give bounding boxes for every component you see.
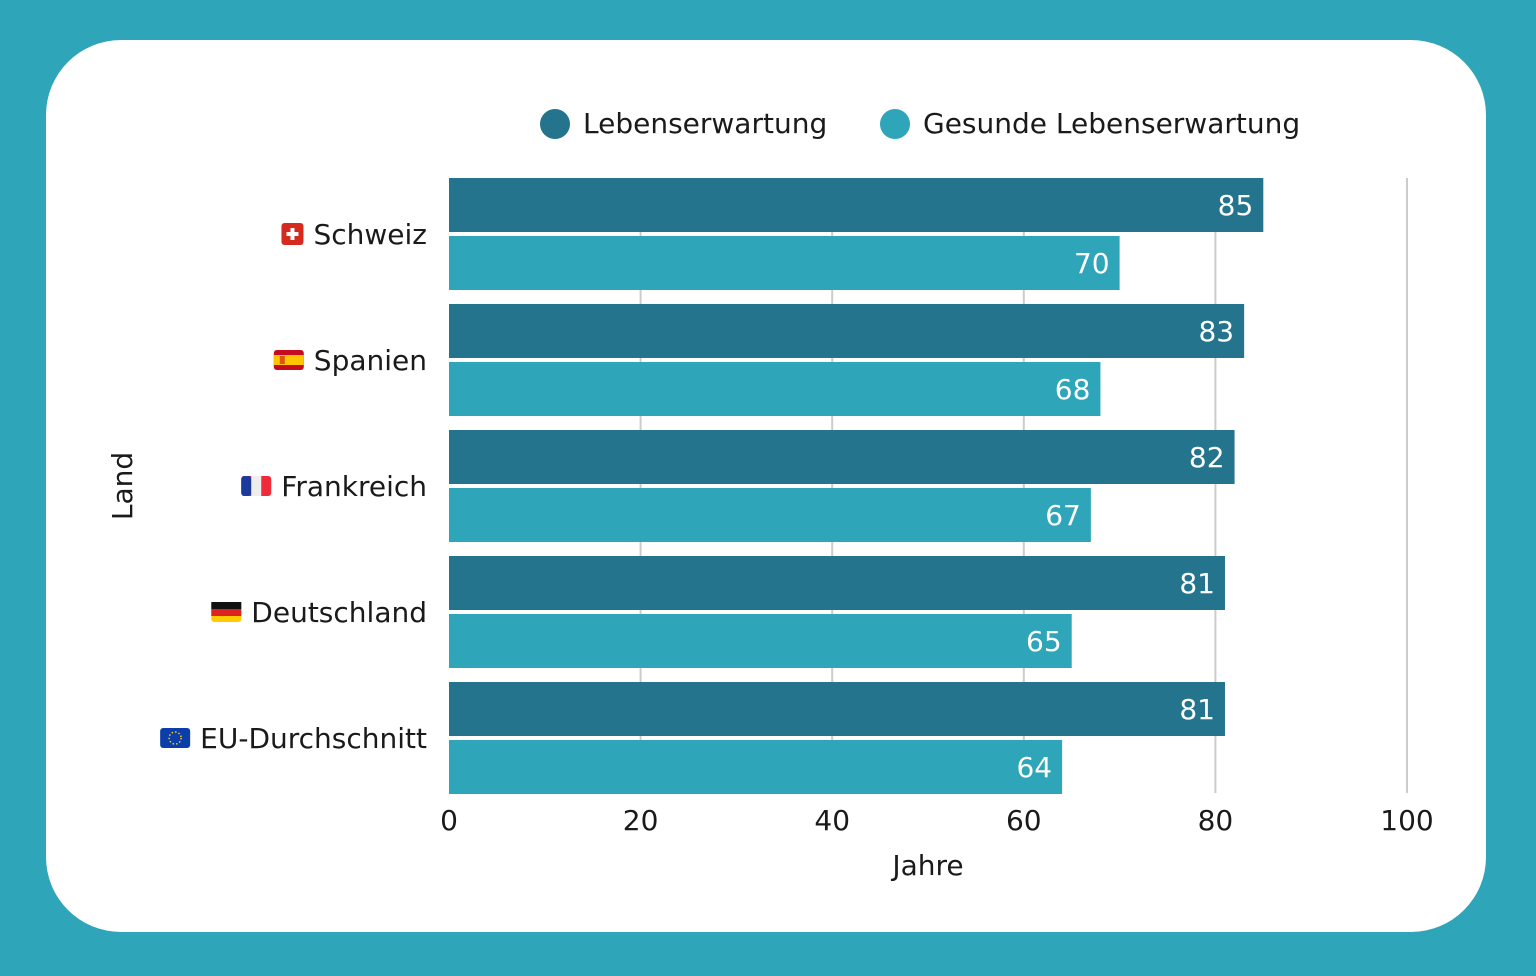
legend: Lebenserwartung Gesunde Lebenserwartung [540,107,1300,140]
x-tick-labels: 0 20 40 60 80 100 [440,804,1434,837]
x-tick-label: 80 [1198,804,1234,837]
category-label: EU-Durchschnitt [200,722,427,755]
legend-label: Lebenserwartung [583,107,827,140]
bar-value-label: 83 [1198,315,1234,348]
x-tick-label: 60 [1006,804,1042,837]
bar-value-label: 81 [1179,567,1215,600]
bar-lebenserwartung [449,304,1245,358]
bar-value-label: 82 [1189,441,1225,474]
flag-germany-icon [211,602,242,622]
legend-marker [880,109,910,139]
bar-value-label: 65 [1026,625,1062,658]
bar-value-label: 68 [1055,373,1091,406]
flag-spain-icon [273,350,304,370]
bar-gesunde-lebenserwartung [449,614,1072,668]
bar-value-label: 70 [1074,247,1110,280]
x-tick-label: 20 [623,804,659,837]
x-tick-label: 40 [814,804,850,837]
bar-lebenserwartung [449,682,1225,736]
category-label: Schweiz [313,218,427,251]
bar-lebenserwartung [449,556,1225,610]
y-axis-label: Land [106,452,139,520]
bar-value-label: 85 [1218,189,1254,222]
bars: 85 70 83 68 82 67 81 65 81 64 [449,178,1264,794]
bar-gesunde-lebenserwartung [449,488,1091,542]
bar-gesunde-lebenserwartung [449,236,1120,290]
bar-lebenserwartung [449,430,1235,484]
legend-label: Gesunde Lebenserwartung [923,107,1300,140]
category-label: Spanien [314,344,427,377]
category-label: Frankreich [281,470,427,503]
flag-switzerland-icon [281,223,304,245]
bar-value-label: 64 [1016,751,1052,784]
category-label: Deutschland [251,596,427,629]
legend-marker [540,109,570,139]
bar-value-label: 81 [1179,693,1215,726]
x-axis-label: Jahre [890,849,963,882]
x-tick-label: 100 [1380,804,1433,837]
flag-eu-icon [160,728,191,748]
bar-gesunde-lebenserwartung [449,740,1063,794]
bar-value-label: 67 [1045,499,1081,532]
flag-france-icon [241,476,272,496]
x-tick-label: 0 [440,804,458,837]
category-labels: Schweiz Spanien Frankreich Deutschland EU-Du… [160,218,427,755]
bar-lebenserwartung [449,178,1264,232]
bar-gesunde-lebenserwartung [449,362,1101,416]
